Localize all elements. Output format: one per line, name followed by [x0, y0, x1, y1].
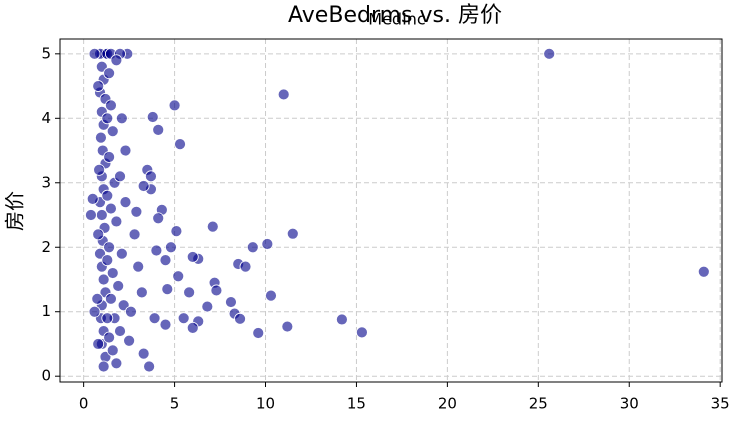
point — [335, 313, 348, 326]
x-tick-label: 30 — [620, 395, 639, 413]
point — [234, 312, 246, 325]
point — [168, 99, 181, 112]
overlap-label: MedInc — [368, 10, 425, 29]
point — [225, 296, 237, 308]
point — [356, 326, 368, 339]
point — [103, 67, 116, 80]
point — [115, 112, 128, 125]
point — [123, 334, 136, 347]
y-tick-label: 2 — [41, 238, 51, 256]
point — [88, 47, 101, 60]
point — [128, 228, 141, 241]
point — [170, 225, 183, 238]
point — [152, 124, 165, 136]
point — [103, 151, 116, 163]
point — [125, 305, 137, 318]
x-tick-label: 35 — [711, 395, 730, 413]
point — [92, 80, 105, 92]
point — [93, 163, 106, 176]
point — [130, 205, 143, 218]
point — [177, 312, 190, 325]
y-axis-label: 房价 — [3, 191, 27, 231]
point — [159, 318, 172, 331]
point — [91, 292, 104, 305]
point — [697, 265, 710, 278]
point — [114, 170, 126, 183]
point — [281, 320, 294, 333]
point — [110, 215, 123, 228]
y-tick-label: 4 — [41, 109, 51, 127]
point — [186, 251, 199, 263]
point — [119, 196, 132, 209]
point — [106, 125, 119, 138]
point — [210, 284, 223, 297]
point — [92, 228, 105, 241]
x-tick-label: 20 — [438, 395, 457, 413]
point — [148, 312, 161, 325]
point — [105, 99, 117, 112]
point — [543, 47, 556, 60]
point — [186, 321, 199, 334]
point — [239, 260, 252, 273]
point — [265, 289, 277, 302]
point — [103, 241, 116, 254]
point — [103, 331, 116, 344]
point — [145, 170, 157, 183]
point — [101, 254, 114, 267]
y-tick-label: 0 — [41, 367, 51, 385]
point — [135, 286, 148, 299]
point — [110, 357, 123, 370]
point — [86, 192, 99, 205]
point — [161, 283, 174, 296]
x-tick-label: 0 — [79, 395, 89, 413]
point — [101, 112, 114, 125]
x-tick-label: 5 — [170, 395, 180, 413]
y-tick-label: 1 — [41, 302, 51, 320]
y-tick-label: 5 — [41, 44, 51, 62]
point — [119, 144, 132, 157]
point — [137, 347, 150, 360]
point — [105, 202, 117, 215]
point — [174, 138, 186, 150]
point — [143, 360, 156, 373]
point — [261, 238, 274, 250]
point — [165, 241, 177, 254]
point — [97, 273, 110, 286]
point — [132, 260, 145, 273]
point — [106, 344, 119, 357]
point — [152, 212, 165, 225]
point — [150, 244, 163, 257]
point — [95, 131, 107, 144]
chart-title: AveBedrms vs. 房价 — [288, 3, 502, 28]
x-tick-label: 10 — [256, 395, 275, 413]
x-tick-label: 25 — [529, 395, 548, 413]
point — [101, 312, 114, 325]
point — [146, 111, 159, 123]
point — [106, 267, 119, 279]
point — [137, 180, 150, 192]
point — [183, 286, 196, 299]
point — [172, 270, 185, 283]
point — [112, 280, 125, 292]
point — [159, 254, 172, 267]
x-tick-label: 15 — [347, 395, 366, 413]
point — [92, 338, 105, 350]
point — [286, 227, 299, 240]
point — [201, 300, 214, 313]
point — [101, 189, 114, 202]
point — [88, 305, 101, 318]
point — [114, 325, 126, 337]
point — [97, 360, 110, 373]
point — [252, 327, 265, 339]
plot-frame — [59, 38, 723, 383]
point — [277, 88, 290, 101]
y-tick-label: 3 — [41, 173, 51, 191]
point — [110, 54, 123, 67]
point — [85, 209, 97, 221]
point — [105, 292, 117, 305]
point — [206, 220, 219, 233]
point — [115, 247, 128, 260]
point — [246, 241, 259, 254]
